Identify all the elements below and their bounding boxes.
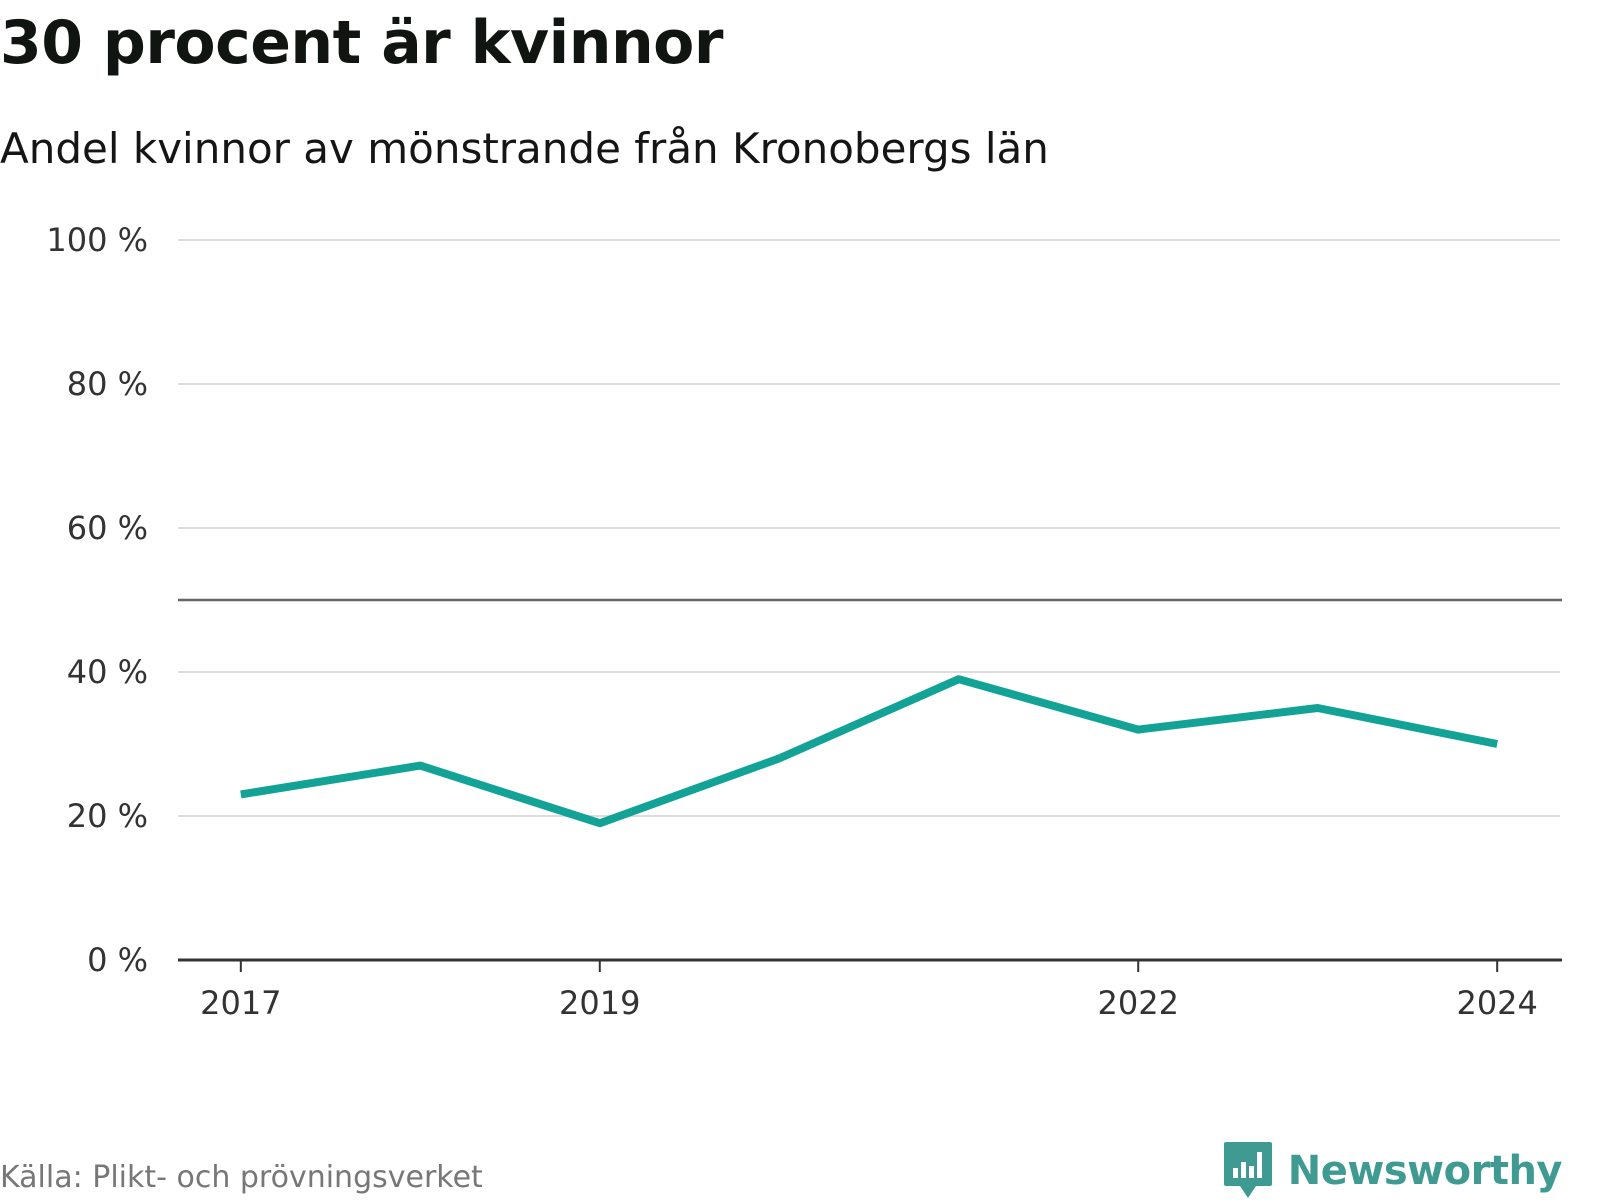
gridlines [178,239,1562,817]
chart-subtitle: Andel kvinnor av mönstrande från Kronobe… [0,124,1049,173]
data-point-2021 [955,675,963,683]
brand-name: Newsworthy [1287,1148,1563,1194]
y-tick-label-80: 80 % [67,365,148,403]
y-tick-label-0: 0 % [87,941,148,979]
data-point-2020 [775,754,783,762]
series [237,675,1501,828]
chart-title: 30 procent är kvinnor [0,8,723,78]
data-point-2023 [1314,704,1322,712]
brand-logo: Newsworthy [1222,1140,1563,1202]
x-axis: 2017 2019 2022 2024 [178,958,1562,1022]
data-point-2019 [596,819,604,827]
y-tick-label-20: 20 % [67,797,148,835]
line-chart: 0 % 20 % 40 % 60 % 80 % 100 % 2017 2019 2022 202… [46,221,1562,1022]
series-line-0 [240,675,1498,828]
x-tick-label-2017: 2017 [200,984,281,1022]
newsworthy-logo-icon [1223,1142,1272,1198]
x-tick-label-2022: 2022 [1098,984,1179,1022]
y-tick-label-40: 40 % [67,653,148,691]
data-point-2024 [1493,740,1501,748]
x-tick-label-2019: 2019 [559,984,640,1022]
source-note: Källa: Plikt- och prövningsverket [0,1160,483,1195]
x-tick-label-2024: 2024 [1456,984,1537,1022]
data-point-2018 [416,762,424,770]
data-point-2017 [237,790,245,798]
y-tick-label-100: 100 % [46,221,148,259]
data-point-2022 [1134,726,1142,734]
y-axis-ticks: 0 % 20 % 40 % 60 % 80 % 100 % [46,221,148,979]
y-tick-label-60: 60 % [67,509,148,547]
